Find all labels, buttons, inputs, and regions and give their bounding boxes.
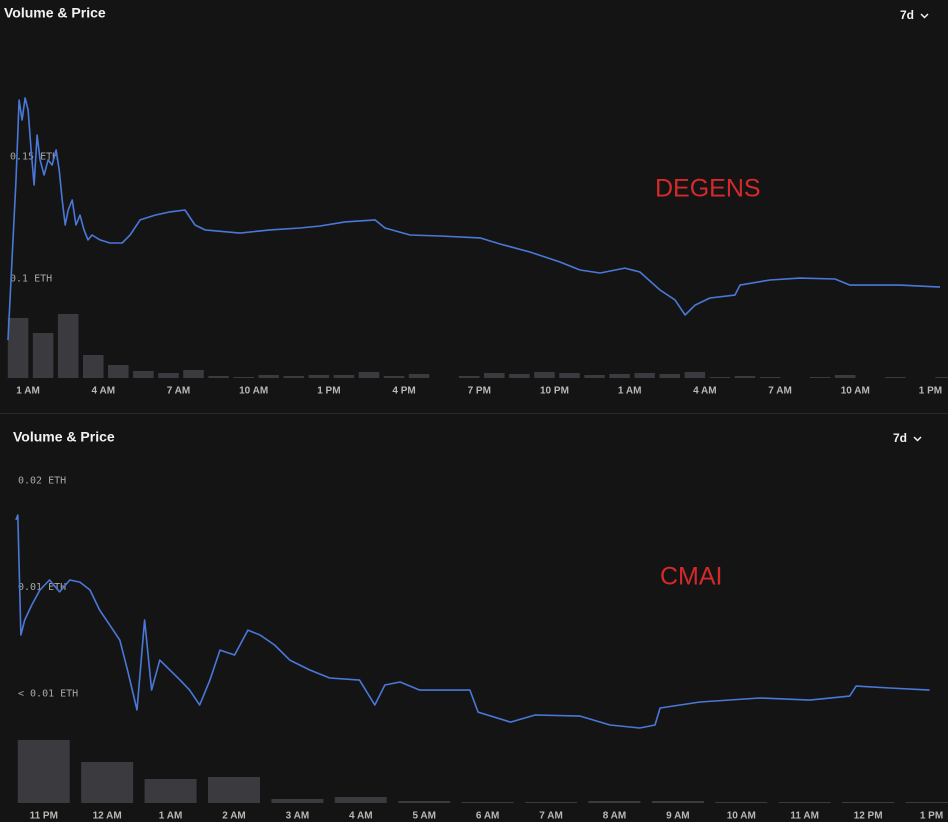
range-selector[interactable]: 7d xyxy=(900,8,914,22)
volume-bar xyxy=(207,777,260,803)
volume-bar xyxy=(383,376,405,378)
volume-bar xyxy=(333,375,355,378)
volume-bar xyxy=(609,374,630,378)
volume-bar xyxy=(715,802,768,803)
volume-bar xyxy=(588,801,641,803)
volume-bar xyxy=(398,801,451,803)
volume-bar xyxy=(935,377,948,378)
volume-bar xyxy=(885,377,906,378)
x-tick-label: 12 AM xyxy=(93,811,122,822)
volume-bar xyxy=(82,355,104,378)
x-tick-label: 11 AM xyxy=(790,811,819,822)
x-tick-label: 12 PM xyxy=(854,811,883,822)
volume-bar xyxy=(834,375,856,378)
price-line xyxy=(15,514,930,729)
volume-bar xyxy=(484,373,505,378)
price-line xyxy=(7,97,941,341)
volume-bar xyxy=(842,802,895,803)
volume-bar xyxy=(759,377,781,378)
volume-bar xyxy=(358,372,380,378)
volume-bar xyxy=(778,802,831,803)
chevron xyxy=(920,13,929,19)
volume-bar xyxy=(408,374,430,378)
volume-bar xyxy=(534,372,555,378)
y-tick-label: < 0.01 ETH xyxy=(18,689,78,700)
x-tick-label: 1 PM xyxy=(317,386,340,397)
x-tick-label: 6 AM xyxy=(476,811,500,822)
x-tick-label: 2 AM xyxy=(222,811,246,822)
x-tick-label: 4 AM xyxy=(92,386,116,397)
y-tick-label: 0.15 ETH xyxy=(10,152,58,163)
x-tick-label: 5 AM xyxy=(412,811,436,822)
volume-bar xyxy=(208,376,229,378)
x-tick-label: 10 AM xyxy=(239,386,268,397)
volume-bar xyxy=(634,373,655,378)
volume-bar xyxy=(461,802,514,803)
volume-bar xyxy=(559,373,580,378)
x-tick-label: 7 AM xyxy=(768,386,792,397)
volume-bar xyxy=(584,375,605,378)
volume-bar xyxy=(271,799,324,803)
x-tick-label: 3 AM xyxy=(286,811,310,822)
x-tick-label: 1 AM xyxy=(159,811,183,822)
volume-bar xyxy=(32,333,54,378)
panel-title: Volume & Price xyxy=(13,429,115,445)
volume-bar xyxy=(334,797,387,803)
volume-bar xyxy=(734,376,756,378)
x-tick-label: 4 AM xyxy=(349,811,373,822)
volume-bar xyxy=(509,374,530,378)
annotation: CMAI xyxy=(660,563,723,591)
x-tick-label: 8 AM xyxy=(603,811,627,822)
x-tick-label: 7 AM xyxy=(539,811,563,822)
volume-bar xyxy=(57,314,79,378)
volume-bar xyxy=(809,377,831,378)
y-tick-label: 0.1 ETH xyxy=(10,273,52,284)
volume-bar xyxy=(183,370,204,378)
volume-bar xyxy=(458,376,480,378)
volume-bar xyxy=(709,377,731,378)
volume-bar xyxy=(308,375,330,378)
x-tick-label: 4 PM xyxy=(392,386,415,397)
volume-bar xyxy=(651,801,704,803)
x-tick-label: 10 AM xyxy=(841,386,870,397)
volume-bar xyxy=(7,318,29,378)
volume-bar xyxy=(17,740,70,803)
volume-bar xyxy=(659,374,681,378)
range-selector[interactable]: 7d xyxy=(893,431,907,445)
volume-bar xyxy=(233,377,254,378)
volume-bar xyxy=(283,376,305,378)
x-tick-label: 4 AM xyxy=(693,386,717,397)
volume-bar xyxy=(905,802,948,803)
annotation: DEGENS xyxy=(655,175,761,203)
x-tick-label: 9 AM xyxy=(666,811,690,822)
volume-bar xyxy=(108,365,129,378)
x-tick-label: 10 PM xyxy=(540,386,569,397)
x-tick-label: 1 PM xyxy=(919,386,942,397)
x-tick-label: 7 PM xyxy=(468,386,491,397)
y-tick-label: 0.02 ETH xyxy=(18,476,66,487)
chevron xyxy=(913,436,922,442)
x-tick-label: 1 AM xyxy=(618,386,642,397)
volume-bar xyxy=(258,375,279,378)
volume-bar xyxy=(81,762,134,803)
volume-bar xyxy=(684,372,706,378)
volume-bar xyxy=(133,371,154,378)
panel-title: Volume & Price xyxy=(4,5,106,21)
x-tick-label: 7 AM xyxy=(167,386,191,397)
volume-bar xyxy=(144,779,197,803)
volume-bar xyxy=(158,373,179,378)
volume-bar xyxy=(525,802,578,803)
x-tick-label: 10 AM xyxy=(727,811,756,822)
x-tick-label: 11 PM xyxy=(30,811,58,822)
x-tick-label: 1 PM xyxy=(920,811,943,822)
x-tick-label: 1 AM xyxy=(16,386,40,397)
